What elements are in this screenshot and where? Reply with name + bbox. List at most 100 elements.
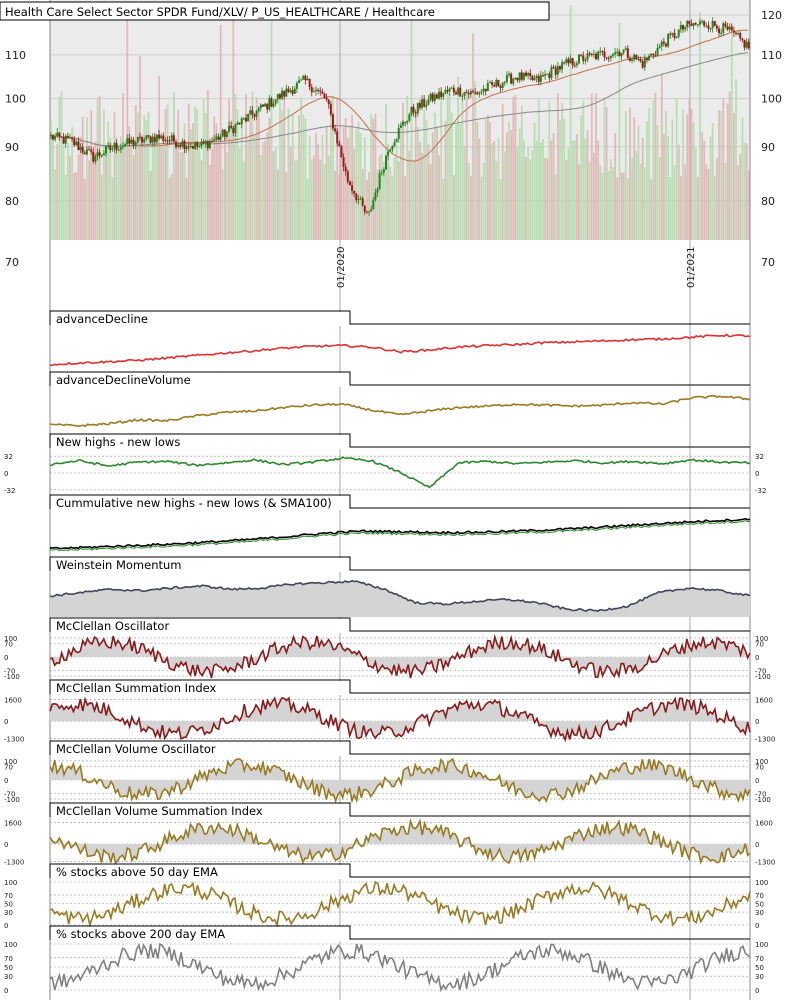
- volume-bar: [315, 132, 317, 240]
- price-ytick-right: 80: [761, 195, 775, 208]
- panel-ytick-right: 100: [755, 879, 768, 887]
- candle-body: [64, 135, 67, 144]
- panel-ytick-left: 50: [4, 901, 13, 909]
- candle-body: [414, 112, 417, 114]
- candle-body: [213, 139, 216, 142]
- candle-body: [410, 106, 413, 115]
- candle-body: [397, 128, 400, 139]
- candle-body: [270, 98, 273, 107]
- candle-body: [643, 57, 646, 68]
- panel-ytick-left: -100: [4, 673, 20, 681]
- candle-body: [508, 73, 511, 76]
- volume-bar: [590, 93, 593, 241]
- volume-bar: [537, 98, 540, 240]
- candle-body: [268, 98, 271, 110]
- candle-body: [60, 136, 63, 138]
- panel-ytick-right: 50: [755, 901, 764, 909]
- volume-bar: [391, 175, 394, 240]
- candle-body: [391, 145, 394, 150]
- candle-body: [679, 25, 682, 30]
- candle-body: [446, 89, 449, 92]
- candle-body: [221, 129, 224, 137]
- candle-body: [718, 28, 721, 34]
- candle-body: [204, 141, 207, 144]
- volume-bar: [173, 92, 175, 241]
- candle-body: [503, 82, 506, 84]
- price-ytick-left: 80: [5, 195, 19, 208]
- panel-series-line: [49, 517, 751, 550]
- candle-body: [149, 136, 152, 143]
- candle-body: [650, 53, 653, 56]
- candle-body: [491, 82, 494, 85]
- volume-bar: [493, 140, 496, 240]
- volume-bar: [200, 160, 203, 240]
- candle-body: [728, 26, 731, 30]
- volume-bar: [741, 117, 744, 240]
- panel-ytick-left: -32: [4, 487, 15, 495]
- volume-bar: [497, 137, 500, 240]
- candle-body: [665, 43, 667, 47]
- volume-bar: [667, 136, 670, 240]
- candle-body: [187, 146, 190, 148]
- volume-bar: [709, 136, 712, 240]
- candle-body: [599, 51, 602, 53]
- panel-ytick-left: 70: [4, 641, 13, 649]
- candle-body: [291, 90, 294, 94]
- panel-title-box: [51, 435, 349, 449]
- price-title: Health Care Select Sector SPDR Fund/XLV/…: [5, 5, 435, 19]
- volume-bar: [675, 98, 678, 240]
- volume-bar: [192, 123, 194, 240]
- panel-title: advanceDecline: [56, 312, 148, 326]
- candle-body: [690, 23, 693, 26]
- candle-body: [469, 91, 472, 95]
- candle-body: [272, 103, 275, 107]
- candle-body: [450, 87, 453, 89]
- volume-bar: [330, 100, 332, 241]
- volume-bar: [243, 161, 245, 240]
- candle-body: [302, 75, 305, 80]
- volume-bar: [96, 99, 99, 240]
- volume-bar: [83, 178, 86, 240]
- candle-body: [535, 75, 538, 79]
- volume-bar: [198, 142, 201, 240]
- volume-bar: [739, 153, 742, 240]
- candle-body: [722, 23, 725, 33]
- volume-bar: [576, 134, 578, 240]
- volume-bar: [139, 55, 141, 240]
- volume-bar: [323, 164, 326, 240]
- candle-body: [168, 140, 171, 142]
- candle-body: [406, 120, 409, 123]
- volume-bar: [631, 158, 634, 240]
- volume-bar: [747, 170, 750, 240]
- volume-bar: [406, 95, 409, 240]
- candle-body: [539, 75, 542, 82]
- volume-bar: [476, 121, 479, 240]
- volume-bar: [461, 99, 464, 240]
- candle-body: [465, 92, 468, 94]
- volume-bar: [629, 107, 631, 240]
- volume-bar: [584, 138, 587, 240]
- candle-body: [501, 82, 504, 88]
- panel-title-frame: [49, 310, 750, 325]
- candle-body: [429, 93, 432, 100]
- volume-bar: [482, 162, 485, 240]
- candle-body: [393, 142, 396, 146]
- candles-layer: [49, 17, 750, 216]
- volume-bar: [421, 152, 424, 240]
- candle-body: [121, 146, 124, 148]
- candle-body: [531, 75, 534, 80]
- candle-body: [401, 121, 404, 126]
- volume-bar: [300, 97, 303, 240]
- candle-body: [601, 51, 604, 53]
- candle-body: [289, 90, 292, 92]
- panel-ytick-right: -100: [755, 673, 771, 681]
- volume-bar: [147, 111, 150, 241]
- candle-body: [573, 65, 576, 67]
- candle-body: [376, 189, 379, 193]
- candle-body: [493, 84, 496, 87]
- volume-bar: [86, 117, 88, 240]
- panel-ytick-right: 100: [755, 941, 768, 949]
- volume-bar: [298, 115, 300, 240]
- candle-body: [111, 148, 114, 150]
- candle-body: [293, 88, 296, 94]
